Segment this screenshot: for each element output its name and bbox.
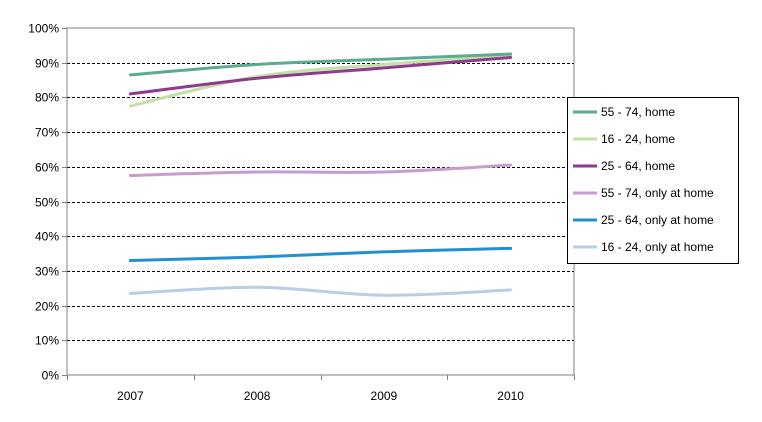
- gridlines: [67, 63, 574, 341]
- y-tick-label: 20%: [35, 300, 59, 314]
- series-line: [128, 285, 513, 297]
- legend-label: 25 - 64, only at home: [601, 213, 714, 227]
- series-line: [128, 52, 513, 77]
- series-lines: [128, 52, 513, 297]
- series-line: [128, 246, 513, 262]
- y-tick-label: 90%: [35, 57, 59, 71]
- y-tick-label: 60%: [35, 161, 59, 175]
- legend-label: 16 - 24, home: [601, 132, 675, 146]
- y-tick-label: 50%: [35, 196, 59, 210]
- plot-area-border: [66, 27, 575, 376]
- series-line: [128, 163, 513, 177]
- y-axis-tick-labels: 0% 10% 20% 30% 40% 50% 60% 70% 80% 90% 100%: [28, 22, 59, 383]
- y-tick-label: 40%: [35, 230, 59, 244]
- series-line: [128, 54, 513, 108]
- y-tick-label: 70%: [35, 126, 59, 140]
- y-tick-label: 100%: [28, 22, 59, 36]
- x-tick-label: 2008: [244, 389, 271, 403]
- legend-label: 55 - 74, only at home: [601, 186, 714, 200]
- y-tick-label: 30%: [35, 265, 59, 279]
- series-line: [128, 55, 513, 96]
- legend-label: 16 - 24, only at home: [601, 240, 714, 254]
- x-tick-label: 2007: [117, 389, 144, 403]
- y-tick-label: 80%: [35, 91, 59, 105]
- y-tick-label: 10%: [35, 334, 59, 348]
- x-tick-label: 2010: [497, 389, 524, 403]
- legend: 55 - 74, home 16 - 24, home 25 - 64, home 5…: [567, 97, 739, 264]
- legend-label: 55 - 74, home: [601, 105, 675, 119]
- x-axis-tick-labels: 2007 2008 2009 2010: [117, 389, 524, 403]
- y-tick-label: 0%: [42, 369, 60, 383]
- legend-label: 25 - 64, home: [601, 159, 675, 173]
- axes: [62, 27, 575, 380]
- legend-box: [567, 97, 739, 264]
- x-tick-label: 2009: [371, 389, 398, 403]
